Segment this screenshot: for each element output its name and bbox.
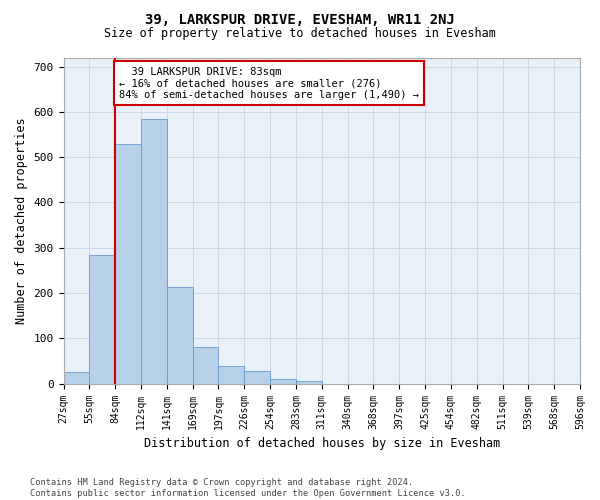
Text: 39, LARKSPUR DRIVE, EVESHAM, WR11 2NJ: 39, LARKSPUR DRIVE, EVESHAM, WR11 2NJ bbox=[145, 12, 455, 26]
Bar bbox=[218, 366, 244, 384]
Bar bbox=[296, 380, 322, 384]
Text: 39 LARKSPUR DRIVE: 83sqm
← 16% of detached houses are smaller (276)
84% of semi-: 39 LARKSPUR DRIVE: 83sqm ← 16% of detach… bbox=[119, 66, 419, 100]
X-axis label: Distribution of detached houses by size in Evesham: Distribution of detached houses by size … bbox=[143, 437, 500, 450]
Y-axis label: Number of detached properties: Number of detached properties bbox=[15, 118, 28, 324]
Bar bbox=[64, 372, 89, 384]
Bar bbox=[89, 254, 115, 384]
Bar bbox=[141, 118, 167, 384]
Bar bbox=[167, 287, 193, 384]
Bar bbox=[193, 348, 218, 384]
Text: Contains HM Land Registry data © Crown copyright and database right 2024.
Contai: Contains HM Land Registry data © Crown c… bbox=[30, 478, 466, 498]
Bar bbox=[270, 379, 296, 384]
Bar bbox=[244, 372, 270, 384]
Text: Size of property relative to detached houses in Evesham: Size of property relative to detached ho… bbox=[104, 28, 496, 40]
Bar bbox=[115, 144, 141, 384]
